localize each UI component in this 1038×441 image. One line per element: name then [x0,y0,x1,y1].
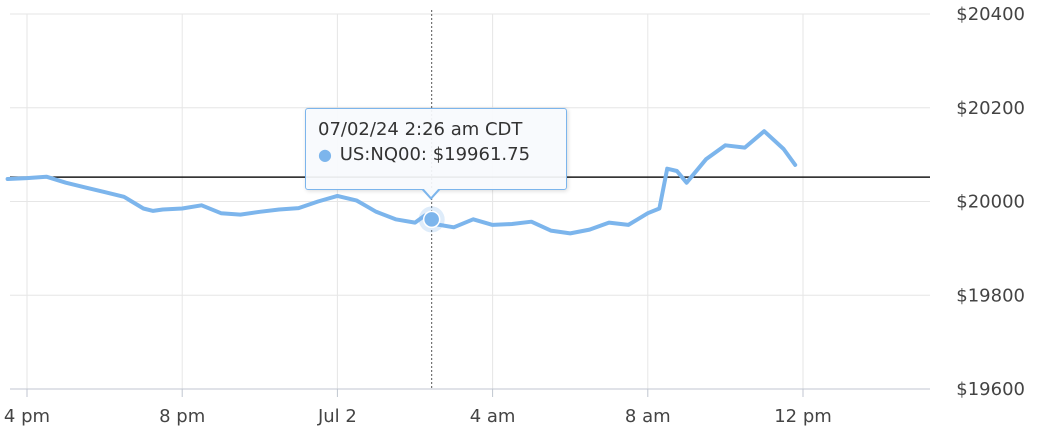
hover-marker [418,206,445,233]
series-dot-icon: ● [318,145,332,164]
x-tick-label: 4 pm [4,406,50,427]
y-tick-label: $20000 [956,192,1025,213]
grid [10,13,930,390]
x-tick-label: 8 pm [159,406,205,427]
tooltip-arrow-inner [423,188,439,197]
y-tick-label: $20400 [956,4,1025,25]
tooltip-separator: : [420,144,433,165]
x-tick-label: 4 am [470,406,516,427]
y-tick-label: $19600 [956,379,1025,400]
x-tick-label: 8 am [625,406,671,427]
y-axis-labels: $20400 $20200 $20000 $19800 $19600 [956,4,1025,400]
tooltip-row: ● US:NQ00: $19961.75 [318,142,566,168]
y-tick-label: $20200 [956,98,1025,119]
tooltip-title: 07/02/24 2:26 am CDT [318,119,523,140]
series-line-us-nq00[interactable] [5,129,798,236]
x-tick-label: Jul 2 [317,406,357,427]
axes [10,388,930,397]
x-axis-labels: 4 pm 8 pm Jul 2 4 am 8 am 12 pm [4,406,832,427]
x-tick-label: 12 pm [774,406,832,427]
tooltip-value: $19961.75 [432,144,531,165]
tooltip: 07/02/24 2:26 am CDT ● US:NQ00: $19961.7… [305,108,567,200]
hover-point [422,210,441,229]
y-tick-label: $19800 [956,285,1025,306]
tooltip-series-name: US:NQ00 [339,144,421,165]
